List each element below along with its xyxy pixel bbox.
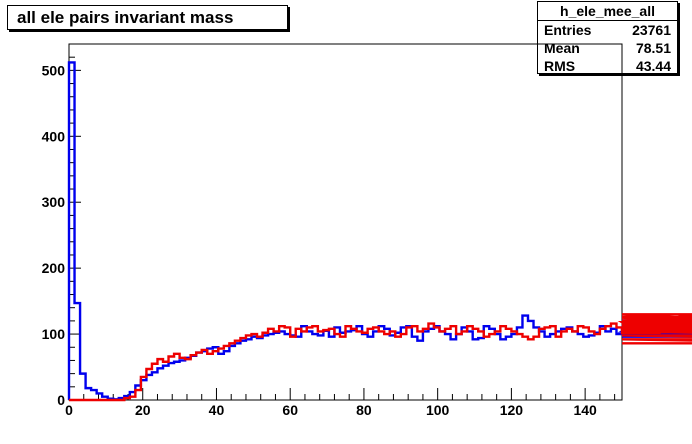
y-tick-label: 100 (42, 326, 66, 342)
y-tick-label: 500 (42, 62, 66, 78)
plot-frame (68, 43, 623, 401)
x-axis: 0 20 40 60 80 100 120 140 (65, 388, 616, 418)
stats-label: RMS (544, 58, 576, 74)
chart-title: all ele pairs invariant mass (7, 5, 288, 30)
series-layer (67, 61, 692, 402)
y-tick-label: 300 (42, 194, 66, 210)
x-tick-label: 80 (356, 402, 372, 418)
y-tick-label: 0 (57, 392, 65, 408)
x-tick-label: 0 (65, 402, 73, 418)
x-tick-label: 60 (282, 402, 298, 418)
stats-value: 23761 (632, 22, 671, 38)
stats-histogram-name: h_ele_mee_all (538, 2, 677, 21)
stats-row-entries: Entries 23761 (538, 21, 677, 39)
series-line-0 (67, 61, 692, 401)
x-tick-label: 40 (209, 402, 225, 418)
stats-value: 43.44 (635, 58, 671, 74)
stats-value: 78.51 (635, 40, 671, 56)
stats-box: h_ele_mee_all Entries 23761 Mean 78.51 R… (537, 1, 678, 74)
y-tick-label: 200 (42, 260, 66, 276)
x-tick-label: 120 (500, 402, 524, 418)
x-tick-label: 140 (573, 402, 597, 418)
series-line-1 (69, 313, 692, 402)
y-tick-label: 400 (42, 128, 66, 144)
x-tick-label: 20 (135, 402, 151, 418)
x-tick-label: 100 (426, 402, 450, 418)
stats-row-rms: RMS 43.44 (538, 57, 677, 75)
stats-label: Entries (544, 22, 592, 38)
